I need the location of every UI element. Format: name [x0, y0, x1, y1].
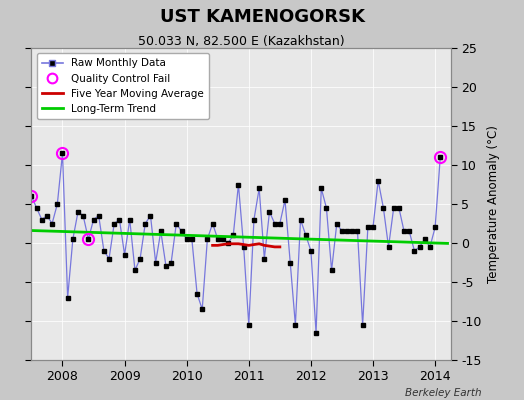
Text: Berkeley Earth: Berkeley Earth	[406, 388, 482, 398]
Legend: Raw Monthly Data, Quality Control Fail, Five Year Moving Average, Long-Term Tren: Raw Monthly Data, Quality Control Fail, …	[37, 53, 209, 119]
Title: 50.033 N, 82.500 E (Kazakhstan): 50.033 N, 82.500 E (Kazakhstan)	[138, 35, 344, 48]
Text: UST KAMENOGORSK: UST KAMENOGORSK	[159, 8, 365, 26]
Y-axis label: Temperature Anomaly (°C): Temperature Anomaly (°C)	[487, 125, 500, 283]
